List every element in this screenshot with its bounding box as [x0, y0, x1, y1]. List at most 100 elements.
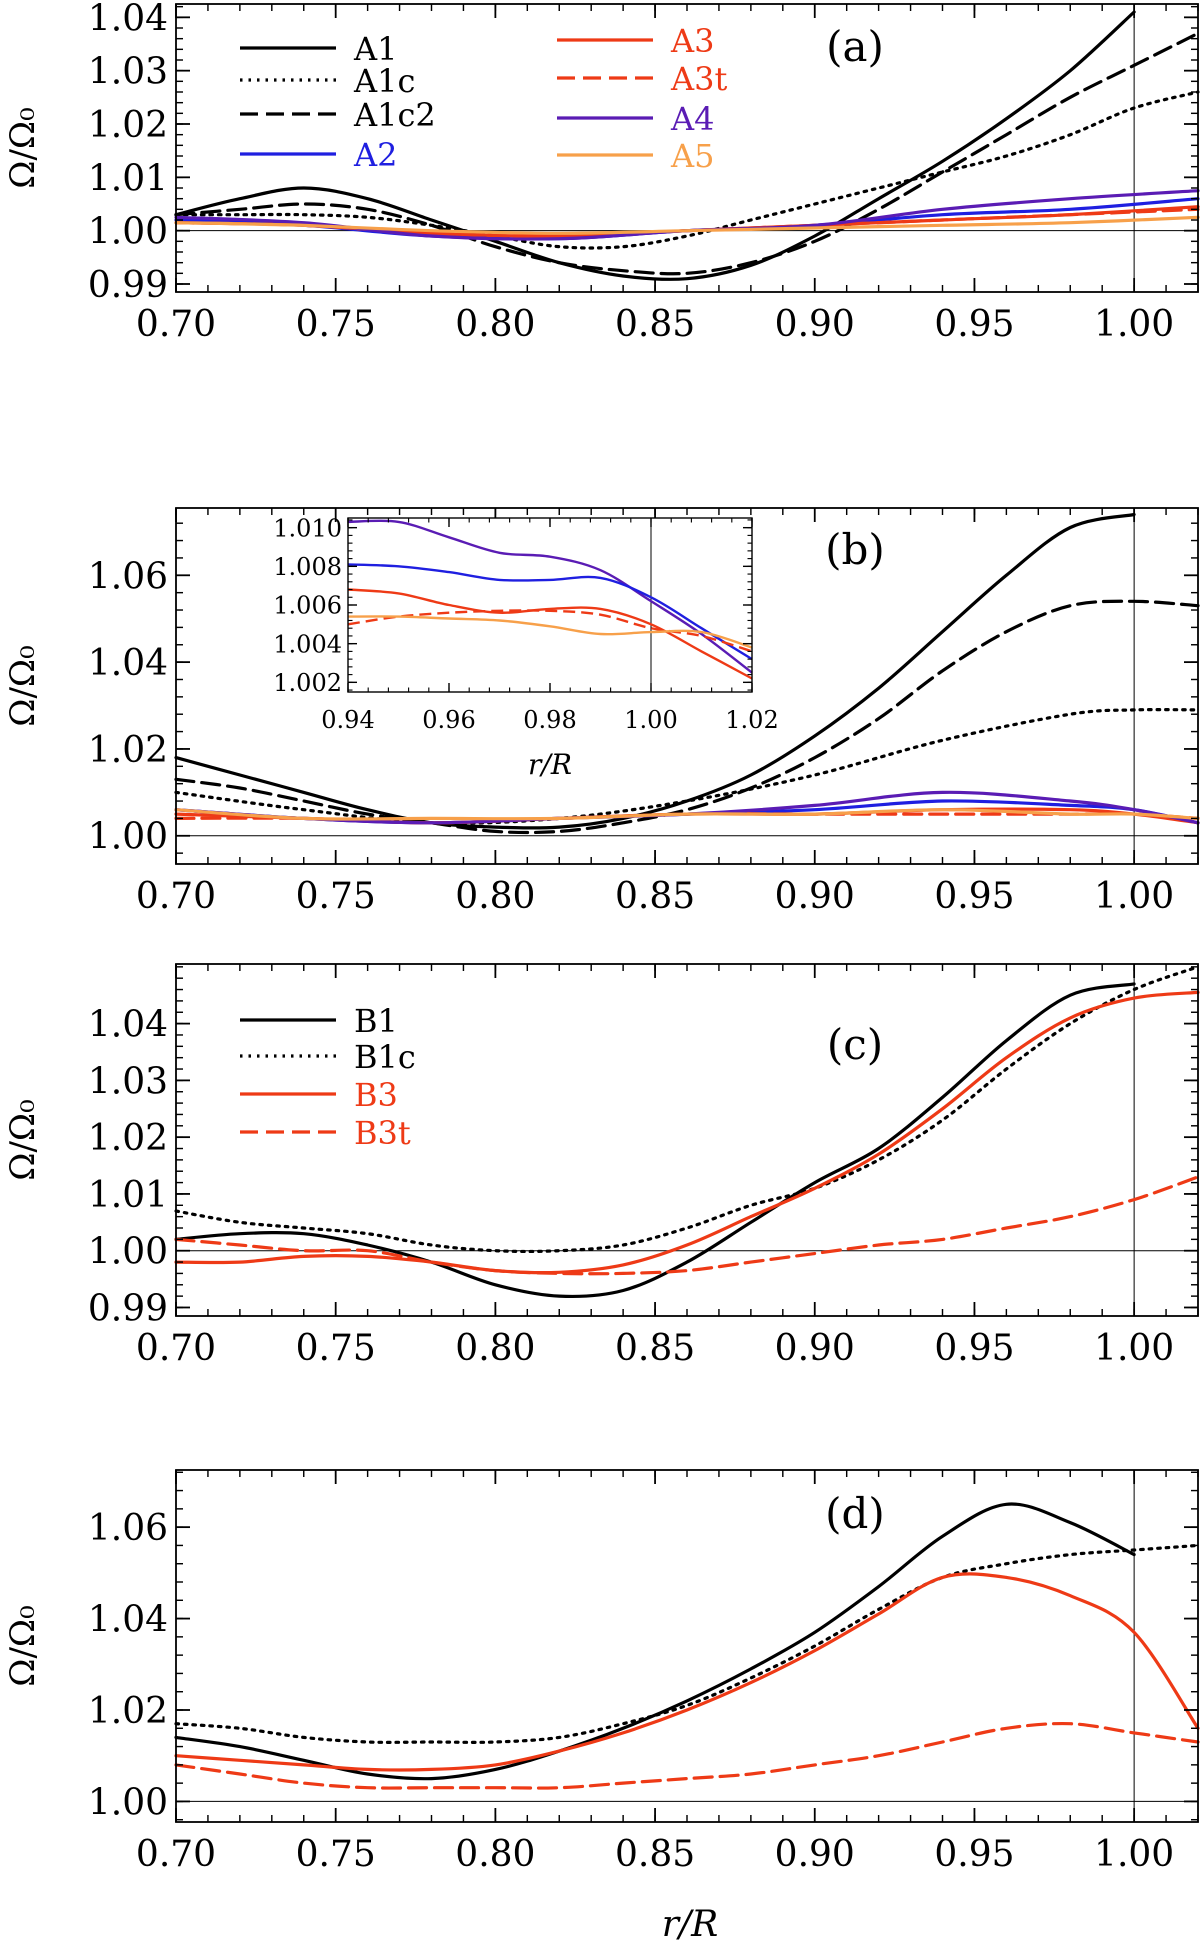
x-tick-label: 0.95 — [934, 304, 1014, 345]
x-tick-label: 0.80 — [455, 304, 535, 345]
panel-label: (a) — [826, 22, 884, 71]
x-tick-label: 0.90 — [775, 304, 855, 345]
legend-label-A1c: A1c — [353, 62, 415, 100]
legend-label-B1: B1 — [354, 1002, 398, 1040]
series-line-A1c2 — [174, 31, 1200, 276]
x-tick-label: 1.00 — [1094, 1834, 1174, 1875]
x-tick-label: 0.75 — [296, 1834, 376, 1875]
series-line-A1c — [174, 90, 1200, 250]
x-tick-label: 0.70 — [136, 876, 216, 917]
series-line-B1 — [174, 982, 1136, 1299]
x-tick-label: 1.00 — [1094, 1328, 1174, 1369]
inset-series-line-A3 — [347, 588, 753, 680]
y-tick-label: 1.06 — [88, 556, 168, 597]
series-line-A5 — [174, 808, 1200, 821]
legend-label-B1c: B1c — [354, 1038, 416, 1076]
x-tick-label: 0.70 — [136, 304, 216, 345]
y-axis-label: Ω/Ω₀ — [3, 1605, 43, 1686]
y-tick-label: 1.004 — [273, 630, 342, 658]
x-tick-label: 1.00 — [1094, 876, 1174, 917]
x-tick-label: 0.90 — [775, 1328, 855, 1369]
panel-label: (b) — [825, 525, 885, 574]
x-tick-label: 1.00 — [1094, 304, 1174, 345]
y-tick-label: 1.06 — [88, 1508, 168, 1549]
y-tick-label: 1.03 — [88, 1061, 168, 1102]
series-line-B3t — [174, 1175, 1200, 1276]
legend-label-A1: A1 — [353, 30, 397, 68]
legend-label-A1c2: A1c2 — [353, 96, 436, 134]
legend-label-A3t: A3t — [670, 60, 727, 98]
legend-label-A3: A3 — [670, 22, 714, 60]
series-line-A5 — [174, 215, 1200, 235]
series-line-A1c2 — [174, 599, 1200, 835]
y-tick-label: 1.008 — [273, 553, 342, 581]
y-tick-label: 1.006 — [273, 592, 342, 620]
inset-series-line-A2 — [347, 563, 753, 661]
x-tick-label: 0.75 — [296, 876, 376, 917]
x-tick-label: 0.95 — [934, 1834, 1014, 1875]
x-tick-label: 0.85 — [615, 1834, 695, 1875]
x-tick-label: 0.70 — [136, 1834, 216, 1875]
y-tick-label: 1.04 — [88, 1005, 168, 1046]
inset-x-axis-label: r/R — [528, 748, 572, 781]
inset-series-line-A3t — [347, 609, 753, 653]
legend-label-B3: B3 — [354, 1076, 398, 1114]
series-line-A1c — [174, 707, 1200, 825]
series-line-B1c — [174, 965, 1200, 1254]
inset-background — [348, 518, 752, 692]
y-tick-label: 1.04 — [88, 643, 168, 684]
y-tick-label: 1.00 — [88, 1232, 168, 1273]
legend-label-A5: A5 — [670, 137, 714, 175]
panel-0: 0.70 0.75 0.80 0.85 0.90 0.95 1.00 0.99 1.00 1.01… — [3, 0, 1200, 345]
x-tick-label: 0.90 — [775, 1834, 855, 1875]
panel-label: (d) — [825, 1489, 885, 1538]
series-line-A1 — [174, 512, 1136, 830]
series-line-A1 — [174, 10, 1136, 281]
y-tick-label: 1.02 — [88, 1118, 168, 1159]
panel-label: (c) — [827, 1020, 883, 1069]
x-tick-label: 0.98 — [523, 706, 576, 734]
x-tick-label: 0.95 — [934, 876, 1014, 917]
y-tick-label: 0.99 — [88, 1288, 168, 1329]
inset-series-line-A5 — [347, 615, 753, 649]
y-axis-label: Ω/Ω₀ — [3, 1099, 43, 1180]
series-line-B1c — [174, 1543, 1200, 1744]
x-tick-label: 0.90 — [775, 876, 855, 917]
x-tick-label: 1.02 — [725, 706, 778, 734]
x-tick-label: 0.95 — [934, 1328, 1014, 1369]
y-tick-label: 1.02 — [88, 1691, 168, 1732]
inset: 0.94 0.96 0.98 1.00 1.02 1.002 1.004 1.006 1.008… — [273, 514, 778, 781]
series-line-B3t — [174, 1721, 1200, 1790]
x-tick-label: 0.70 — [136, 1328, 216, 1369]
x-tick-label: 0.94 — [321, 706, 374, 734]
x-tick-label: 1.00 — [624, 706, 677, 734]
y-tick-label: 1.02 — [88, 730, 168, 771]
legend-label-A4: A4 — [670, 100, 714, 138]
legend-label-A2: A2 — [353, 136, 397, 174]
y-tick-label: 1.010 — [273, 514, 342, 542]
panel-1: 0.70 0.75 0.80 0.85 0.90 0.95 1.00 1.00 1.02 1.04… — [3, 507, 1200, 917]
x-tick-label: 0.80 — [455, 1328, 535, 1369]
x-axis-label: r/R — [662, 1904, 718, 1944]
x-tick-label: 0.80 — [455, 876, 535, 917]
y-tick-label: 1.03 — [88, 52, 168, 93]
y-tick-label: 1.01 — [88, 1175, 168, 1216]
panel-2: 0.70 0.75 0.80 0.85 0.90 0.95 1.00 0.99 1.00 1.01… — [3, 963, 1200, 1369]
x-tick-label: 0.75 — [296, 304, 376, 345]
inset-series-line-A4 — [347, 519, 753, 674]
plot-frame — [175, 1469, 1199, 1823]
y-tick-label: 0.99 — [88, 265, 168, 306]
x-tick-label: 0.85 — [615, 304, 695, 345]
legend-label-B3t: B3t — [354, 1114, 411, 1152]
x-tick-label: 0.75 — [296, 1328, 376, 1369]
y-tick-label: 1.01 — [88, 158, 168, 199]
y-axis-label: Ω/Ω₀ — [3, 107, 43, 188]
y-axis-label: Ω/Ω₀ — [3, 645, 43, 726]
series-line-B3 — [174, 990, 1200, 1275]
y-tick-label: 1.00 — [88, 212, 168, 253]
series-line-A2 — [174, 197, 1200, 241]
series-line-B3 — [174, 1572, 1200, 1772]
y-tick-label: 1.02 — [88, 105, 168, 146]
x-tick-label: 0.85 — [615, 1328, 695, 1369]
